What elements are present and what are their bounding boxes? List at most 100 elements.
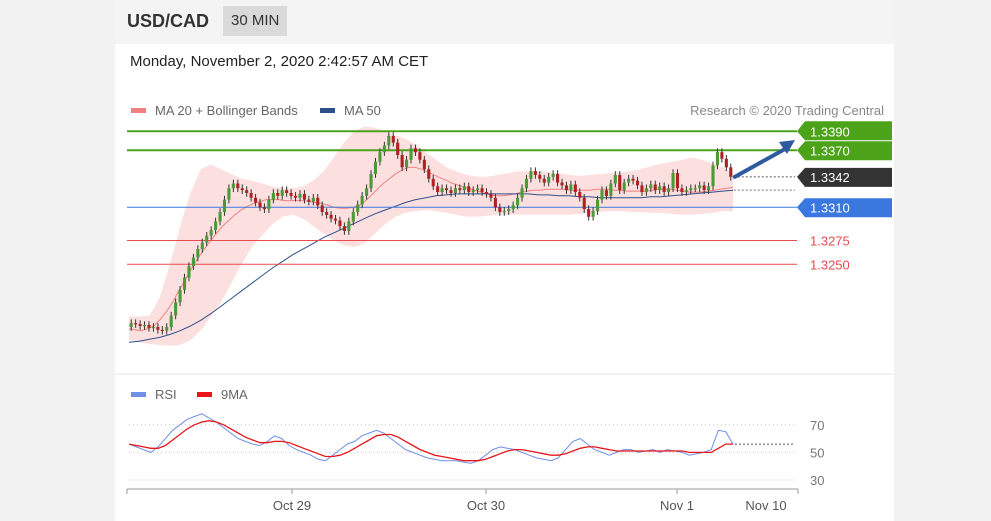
support-1-label: 1.3275 [810, 234, 850, 249]
moving-averages [128, 166, 734, 343]
legend-rsi: RSI [131, 387, 177, 402]
candle-body [689, 188, 693, 191]
candle-body [444, 188, 449, 191]
candle-body [680, 188, 684, 193]
legend-ma50: MA 50 [320, 103, 381, 118]
candle-body [405, 159, 409, 168]
candle-body [467, 186, 471, 193]
candle-body [613, 174, 617, 184]
x-tick-label: Nov 1 [660, 498, 694, 513]
candle-body [511, 205, 515, 210]
candle-body [276, 193, 280, 196]
candle-body [564, 185, 569, 191]
support-2-label: 1.3250 [810, 257, 850, 272]
candle-body [196, 249, 200, 258]
candle-body [533, 171, 537, 175]
candle-body [351, 212, 355, 222]
candle-body [218, 212, 222, 222]
legend-9ma-label: 9MA [221, 387, 248, 402]
rsi-panel: 70 50 30 [128, 413, 824, 488]
candle-body [209, 230, 213, 236]
resistance-2-tag [797, 121, 892, 141]
candle-body [653, 184, 657, 191]
candle-body [591, 211, 595, 217]
candle-body [671, 173, 675, 189]
candle-body [333, 218, 338, 221]
current-label: 1.3342 [810, 170, 850, 185]
candle-body [413, 148, 418, 153]
candle-body [431, 178, 435, 187]
candle-body [627, 178, 631, 183]
candle-body [729, 167, 733, 177]
candle-body [720, 152, 724, 159]
candle-body [307, 199, 311, 202]
candle-body [200, 242, 204, 250]
candle-body [609, 183, 613, 196]
candle-body [325, 212, 329, 215]
candle-body [396, 142, 400, 155]
candle-body [502, 211, 506, 213]
resistance-2-label: 1.3390 [810, 124, 850, 139]
candle-body [156, 326, 160, 330]
rsi-9ma-line [128, 420, 733, 462]
candle-body [587, 209, 591, 217]
candle-body [142, 325, 147, 327]
candle-body [471, 190, 475, 193]
forecast-arrow [732, 140, 795, 179]
candle-body [476, 188, 480, 191]
candle-body [222, 199, 227, 212]
candle-body [267, 199, 271, 210]
candle-body [631, 178, 635, 181]
candle-body [698, 185, 702, 189]
pivot-label: 1.3310 [810, 200, 850, 215]
candle-body [507, 209, 511, 212]
rsi-tick-70: 70 [810, 418, 824, 433]
legend-9ma-swatch [197, 392, 212, 397]
candle-body [524, 178, 529, 189]
candle-body [556, 174, 560, 183]
candle-body [600, 190, 604, 200]
chart-header: USD/CAD 30 MIN [115, 0, 894, 44]
candle-body [667, 188, 671, 193]
forecast-arrow-shaft [732, 147, 787, 179]
bollinger-band-area [129, 126, 733, 346]
candle-body [382, 145, 386, 153]
candle-body [147, 325, 151, 328]
candle-body [449, 190, 453, 193]
x-axis: Oct 29 Oct 30 Nov 1 Nov 10 [126, 488, 799, 513]
chart-svg: 1.3390 1.3370 1.3342 1.3310 1.3275 1.3250 70 5… [115, 121, 894, 513]
candle-body [174, 302, 178, 316]
research-credit: Research © 2020 Trading Central [690, 103, 884, 118]
candle-body [560, 182, 564, 186]
price-levels [127, 130, 797, 265]
candle-body [484, 192, 489, 194]
candle-body [427, 169, 431, 179]
candle-body [391, 136, 395, 143]
ma50-line [128, 189, 734, 343]
current-tag [797, 167, 892, 187]
timeframe-badge[interactable]: 30 MIN [223, 6, 288, 36]
candle-body [707, 186, 711, 191]
candle-body [356, 204, 360, 212]
symbol-title: USD/CAD [127, 11, 210, 31]
candle-body [245, 190, 249, 193]
legend-ma20: MA 20 + Bollinger Bands [131, 103, 298, 118]
candle-body [578, 192, 582, 198]
candle-body [191, 257, 195, 267]
candle-body [400, 155, 404, 168]
candle-body [618, 174, 622, 191]
candle-body [134, 323, 138, 325]
candle-body [573, 184, 577, 193]
candle-body [644, 188, 648, 193]
candle-body [249, 193, 253, 198]
candle-body [640, 185, 644, 193]
candle-body [440, 188, 444, 193]
candle-body [462, 186, 466, 191]
candle-body [214, 221, 218, 231]
candle-body [493, 197, 497, 208]
candle-body [373, 161, 378, 174]
candle-body [169, 315, 173, 327]
x-tick-label: Oct 30 [467, 498, 505, 513]
legend-ma20-label: MA 20 + Bollinger Bands [155, 103, 298, 118]
candle-body [254, 197, 258, 203]
